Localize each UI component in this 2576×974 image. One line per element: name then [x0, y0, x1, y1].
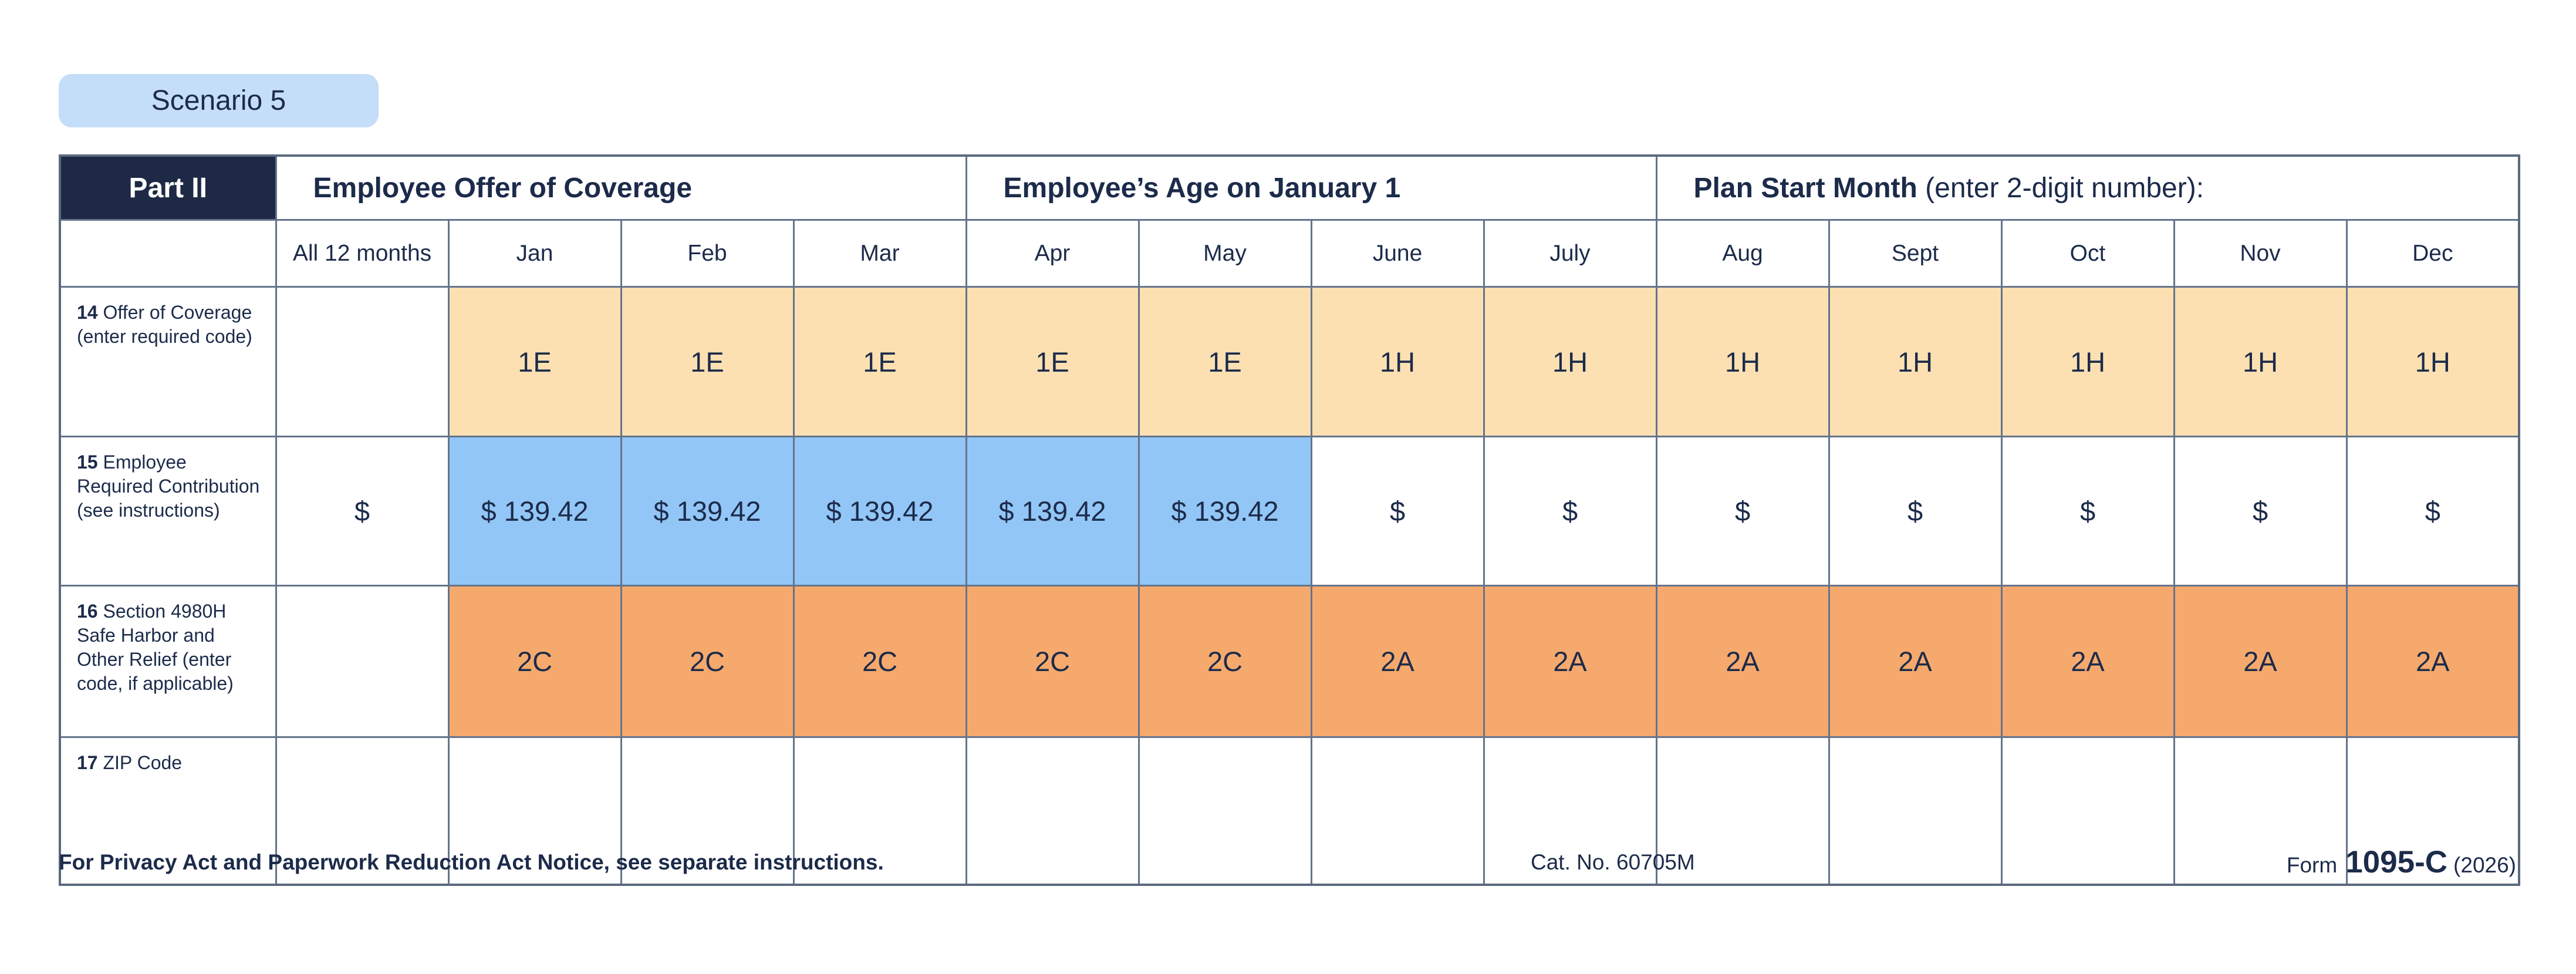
line-17-cell-july	[1483, 736, 1657, 886]
form-1095c-part2-table: Part II Employee Offer of Coverage Emplo…	[59, 154, 2521, 886]
line-16-cell-oct: 2A	[2000, 585, 2175, 738]
line-16-row: 16 Section 4980H Safe Harbor and Other R…	[59, 585, 2520, 738]
line-14-cell-oct: 1H	[2000, 286, 2175, 437]
line-15-cell-mar: $ 139.42	[792, 436, 967, 587]
line-14-cell-aug: 1H	[1655, 286, 1830, 437]
month-header-row: All 12 months Jan Feb Mar Apr May June July Aug S…	[59, 219, 2520, 288]
line-15-cell-all-12-months: $	[275, 436, 450, 587]
catalog-number: Cat. No. 60705M	[1531, 850, 1695, 874]
line-17-cell-jan	[447, 736, 622, 886]
group-header-row: Part II Employee Offer of Coverage Emplo…	[59, 154, 2520, 221]
line-17-cell-sept	[1828, 736, 2003, 886]
line-16-cell-jan: 2C	[447, 585, 622, 738]
group-header-employee-age-label: Employee’s Age on January 1	[1003, 172, 1401, 204]
group-header-employee-offer: Employee Offer of Coverage	[275, 154, 967, 221]
line-14-cell-nov: 1H	[2173, 286, 2348, 437]
table-body: 14 Offer of Coverage (enter required cod…	[59, 286, 2520, 886]
month-header-jan: Jan	[447, 219, 622, 288]
line-17-label: 17 ZIP Code	[59, 736, 277, 886]
line-15-cell-may: $ 139.42	[1137, 436, 1312, 587]
group-header-employee-age: Employee’s Age on January 1	[965, 154, 1657, 221]
line-14-cell-june: 1H	[1310, 286, 1485, 437]
footer: For Privacy Act and Paperwork Reduction …	[59, 844, 2516, 891]
month-header-june: June	[1310, 219, 1485, 288]
line-16-cell-nov: 2A	[2173, 585, 2348, 738]
form-identifier: Form 1095-C (2026)	[2287, 844, 2516, 880]
group-header-employee-offer-label: Employee Offer of Coverage	[313, 172, 693, 204]
group-header-plan-start-month-label: Plan Start Month	[1693, 172, 1917, 204]
scenario-badge: Scenario 5	[59, 74, 379, 127]
line-16-cell-dec: 2A	[2345, 585, 2520, 738]
line-17-cell-nov	[2173, 736, 2348, 886]
line-17-cell-june	[1310, 736, 1485, 886]
month-row-corner-cell	[59, 219, 277, 288]
line-14-cell-july: 1H	[1483, 286, 1657, 437]
line-14-cell-dec: 1H	[2345, 286, 2520, 437]
line-15-label: 15 Employee Required Contribution (see i…	[59, 436, 277, 587]
line-15-cell-nov: $	[2173, 436, 2348, 587]
month-header-sept: Sept	[1828, 219, 2003, 288]
line-15-cell-july: $	[1483, 436, 1657, 587]
line-16-cell-mar: 2C	[792, 585, 967, 738]
line-17-cell-apr	[965, 736, 1140, 886]
line-17-cell-mar	[792, 736, 967, 886]
line-14-cell-all-12-months	[275, 286, 450, 437]
line-15-cell-sept: $	[1828, 436, 2003, 587]
form-word: Form	[2286, 853, 2338, 877]
month-header-nov: Nov	[2173, 219, 2348, 288]
group-header-plan-start-month: Plan Start Month (enter 2-digit number):	[1655, 154, 2520, 221]
line-15-cell-oct: $	[2000, 436, 2175, 587]
line-16-cell-sept: 2A	[1828, 585, 2003, 738]
line-16-cell-all-12-months	[275, 585, 450, 738]
line-17-cell-may	[1137, 736, 1312, 886]
line-14-cell-jan: 1E	[447, 286, 622, 437]
line-14-cell-sept: 1H	[1828, 286, 2003, 437]
line-16-cell-aug: 2A	[1655, 585, 1830, 738]
month-header-may: May	[1137, 219, 1312, 288]
line-17-cell-all-12-months	[275, 736, 450, 886]
line-15-cell-feb: $ 139.42	[620, 436, 795, 587]
month-header-july: July	[1483, 219, 1657, 288]
month-header-feb: Feb	[620, 219, 795, 288]
line-16-label: 16 Section 4980H Safe Harbor and Other R…	[59, 585, 277, 738]
line-17-cell-aug	[1655, 736, 1830, 886]
month-header-mar: Mar	[792, 219, 967, 288]
line-16-cell-feb: 2C	[620, 585, 795, 738]
line-17-cell-feb	[620, 736, 795, 886]
form-year: (2026)	[2453, 853, 2516, 877]
line-16-cell-june: 2A	[1310, 585, 1485, 738]
line-14-cell-mar: 1E	[792, 286, 967, 437]
line-14-cell-apr: 1E	[965, 286, 1140, 437]
line-16-cell-may: 2C	[1137, 585, 1312, 738]
line-17-cell-dec	[2345, 736, 2520, 886]
line-14-cell-may: 1E	[1137, 286, 1312, 437]
line-16-cell-july: 2A	[1483, 585, 1657, 738]
form-number: 1095-C	[2345, 845, 2448, 879]
line-15-cell-aug: $	[1655, 436, 1830, 587]
line-17-cell-oct	[2000, 736, 2175, 886]
month-header-apr: Apr	[965, 219, 1140, 288]
line-14-row: 14 Offer of Coverage (enter required cod…	[59, 286, 2520, 437]
line-14-cell-feb: 1E	[620, 286, 795, 437]
privacy-notice: For Privacy Act and Paperwork Reduction …	[59, 850, 884, 874]
line-15-row: 15 Employee Required Contribution (see i…	[59, 436, 2520, 587]
month-header-dec: Dec	[2345, 219, 2520, 288]
part-ii-header: Part II	[59, 154, 277, 221]
line-15-cell-june: $	[1310, 436, 1485, 587]
line-16-cell-apr: 2C	[965, 585, 1140, 738]
line-15-cell-apr: $ 139.42	[965, 436, 1140, 587]
month-header-aug: Aug	[1655, 219, 1830, 288]
line-14-label: 14 Offer of Coverage (enter required cod…	[59, 286, 277, 437]
month-header-oct: Oct	[2000, 219, 2175, 288]
month-header-all-12-months: All 12 months	[275, 219, 450, 288]
line-15-cell-jan: $ 139.42	[447, 436, 622, 587]
line-17-row: 17 ZIP Code	[59, 736, 2520, 886]
line-15-cell-dec: $	[2345, 436, 2520, 587]
